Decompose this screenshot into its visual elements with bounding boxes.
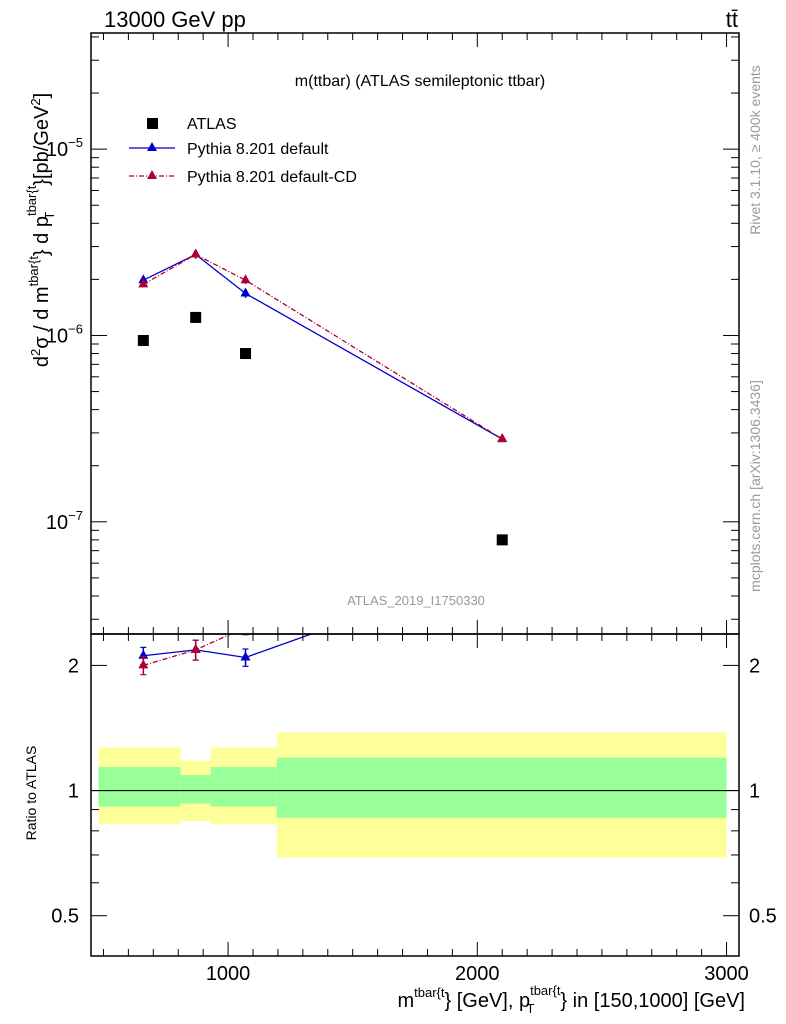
atlas-data-point — [240, 348, 252, 360]
ratio-tick-label: 1 — [68, 781, 79, 803]
legend: ATLAS Pythia 8.201 default Pythia 8.201 … — [129, 116, 357, 186]
atlas-data-point — [496, 534, 508, 546]
ratio-cd-marker — [241, 621, 251, 630]
ratio-tick-label: 0.5 — [51, 906, 79, 928]
legend-atlas-label: ATLAS — [187, 116, 237, 133]
legend-cd-label: Pythia 8.201 default-CD — [187, 169, 357, 186]
ratio-panel: 1000 2000 3000 0.5 0.5 1 1 2 2 — [51, 560, 777, 985]
x-tick-label: 2000 — [455, 963, 500, 985]
ratio-tick-label-right: 0.5 — [749, 906, 777, 928]
ratio-cd-line — [143, 634, 233, 667]
y-tick-label: 10−6 — [46, 321, 83, 347]
cd-line — [143, 253, 503, 440]
cd-marker — [497, 433, 508, 443]
energy-label: 13000 GeV pp — [104, 7, 246, 32]
legend-default-marker — [147, 142, 157, 151]
ratio-default-line — [143, 634, 314, 659]
ratio-default-marker — [497, 560, 507, 569]
x-axis-label: mtbar{t} [GeV], ptbar{t T} in [150,1000] … — [397, 983, 745, 1016]
ratio-tick-label-right: 1 — [749, 781, 760, 803]
ratio-cd-marker — [190, 643, 201, 653]
x-tick-label: 1000 — [206, 963, 251, 985]
chart-title: m(ttbar) (ATLAS semileptonic ttbar) — [295, 73, 545, 90]
main-ylabel: d2σ / d mtbar{t} d ptbar{t T}[pb/GeV2] — [24, 93, 57, 367]
default-line — [143, 253, 503, 440]
ratio-tick-label: 2 — [68, 655, 79, 677]
ratio-cd-marker — [138, 659, 149, 669]
legend-default-label: Pythia 8.201 default — [187, 141, 329, 158]
legend-atlas-marker — [147, 118, 158, 129]
rivet-note: Rivet 3.1.10, ≥ 400k events — [747, 65, 763, 235]
uncertainty-band-inner — [210, 766, 277, 807]
ratio-ylabel: Ratio to ATLAS — [23, 746, 39, 841]
uncertainty-band-inner — [180, 774, 211, 804]
ratio-default-marker — [240, 651, 251, 661]
default-marker — [240, 287, 251, 297]
y-tick-label: 10−7 — [46, 508, 83, 534]
y-tick-label: 10−5 — [46, 135, 83, 161]
atlas-data-point — [190, 311, 202, 323]
analysis-watermark: ATLAS_2019_I1750330 — [347, 593, 485, 608]
ratio-frame — [90, 633, 740, 957]
uncertainty-band-inner — [98, 766, 181, 807]
uncertainty-band-inner — [276, 757, 727, 818]
cd-marker — [190, 248, 201, 258]
legend-cd-marker — [147, 170, 157, 179]
ratio-tick-label-right: 2 — [749, 655, 760, 677]
cd-marker — [240, 274, 251, 284]
atlas-data-point — [137, 334, 149, 346]
cd-marker — [138, 278, 149, 288]
mcplots-note: mcplots.cern.ch [arXiv:1306.3436] — [747, 380, 763, 592]
ratio-cd-marker — [497, 560, 507, 569]
main-panel: 10−7 10−6 10−5 m(ttbar) (ATLAS semileptoni… — [46, 32, 740, 635]
x-tick-label: 3000 — [704, 963, 749, 985]
process-label: tt̄ — [726, 7, 738, 32]
